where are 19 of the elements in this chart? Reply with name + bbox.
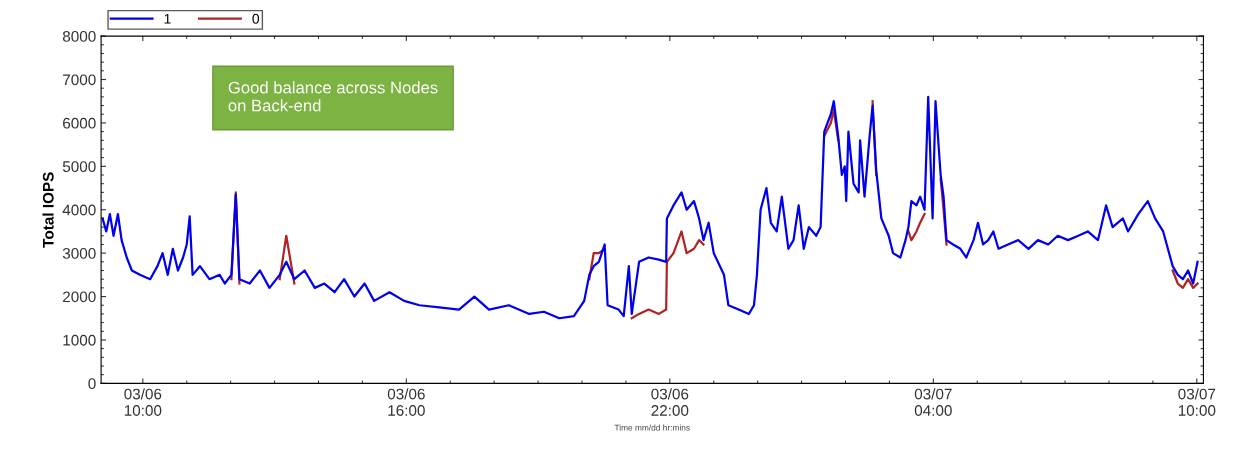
y-tick-label: 5000 (62, 161, 96, 173)
y-tick-label: 6000 (63, 117, 96, 129)
y-tick-label: 4000 (62, 204, 96, 216)
x-tick-label: 03/06 16:00 (387, 388, 425, 416)
y-tick-label: 1000 (63, 334, 96, 346)
y-tick-label: 8000 (62, 30, 96, 42)
x-axis-title: Time mm/dd hr:mins (614, 424, 690, 431)
x-tick-label: 03/06 10:00 (124, 388, 162, 416)
y-axis-title: Total IOPS (42, 172, 54, 248)
legend-label: 1 (164, 13, 171, 24)
annotation: Good balance across Nodes on Back-end (228, 81, 438, 112)
legend-label: 0 (252, 13, 260, 24)
x-tick-label: 03/06 22:00 (651, 388, 689, 416)
y-tick-label: 3000 (62, 248, 96, 259)
y-tick-label: 0 (88, 378, 96, 390)
x-tick-label: 03/07 04:00 (914, 388, 952, 416)
x-tick-label: 03/07 10:00 (1178, 388, 1216, 416)
y-tick-label: 2000 (63, 291, 96, 303)
y-tick-label: 7000 (63, 74, 96, 86)
